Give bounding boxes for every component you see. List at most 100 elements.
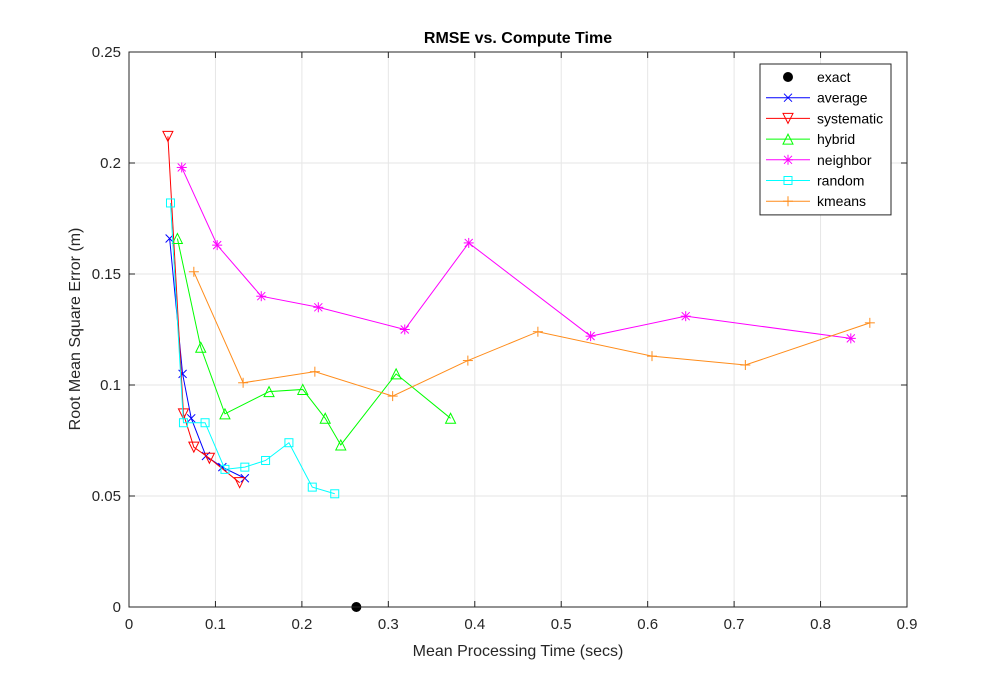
data-point-neighbor bbox=[845, 333, 856, 344]
x-tick-label: 0.1 bbox=[205, 616, 226, 633]
data-point-random bbox=[200, 418, 210, 428]
data-point-average bbox=[186, 413, 196, 423]
data-point-systematic bbox=[203, 452, 216, 465]
chart-title: RMSE vs. Compute Time bbox=[424, 30, 612, 47]
y-tick-label: 0 bbox=[113, 599, 121, 616]
data-point-hybrid bbox=[334, 438, 347, 451]
data-point-hybrid bbox=[296, 383, 309, 395]
x-tick-label: 0.7 bbox=[724, 616, 745, 633]
x-tick-label: 0.4 bbox=[464, 616, 485, 633]
data-point-neighbor bbox=[399, 324, 410, 335]
plot-frame bbox=[128, 51, 908, 608]
data-point-kmeans bbox=[864, 317, 875, 328]
legend-item-random: random bbox=[766, 173, 864, 189]
data-point-hybrid bbox=[219, 407, 231, 420]
data-point-neighbor bbox=[313, 302, 324, 313]
data-point-neighbor-stroke bbox=[846, 334, 856, 343]
series-random bbox=[165, 198, 340, 499]
series-systematic bbox=[162, 130, 246, 489]
data-point-neighbor bbox=[176, 162, 187, 173]
data-point-systematic bbox=[233, 477, 246, 489]
legend-label: neighbor bbox=[817, 152, 872, 168]
legend-item-neighbor: neighbor bbox=[766, 152, 872, 168]
data-point-neighbor bbox=[212, 240, 223, 251]
data-point-hybrid bbox=[444, 412, 457, 424]
data-point-hybrid bbox=[390, 367, 402, 380]
data-point-random bbox=[165, 198, 175, 208]
data-point-neighbor-stroke bbox=[212, 240, 222, 250]
data-point-neighbor-stroke bbox=[400, 325, 410, 334]
data-point-random bbox=[284, 438, 294, 448]
data-point-random bbox=[240, 462, 250, 472]
data-point-kmeans bbox=[238, 377, 249, 388]
legend-marker bbox=[783, 72, 793, 82]
x-tick-label: 0.8 bbox=[810, 616, 831, 633]
legend-marker bbox=[783, 176, 793, 185]
data-point-neighbor bbox=[585, 331, 596, 342]
legend-label: systematic bbox=[817, 110, 883, 126]
data-point-neighbor bbox=[463, 237, 474, 248]
legend-item-kmeans: kmeans bbox=[766, 193, 866, 209]
data-point-kmeans bbox=[462, 355, 473, 366]
series-neighbor bbox=[176, 162, 856, 344]
x-tick-label: 0.6 bbox=[637, 616, 658, 633]
legend-marker bbox=[782, 132, 794, 145]
legend-item-exact: exact bbox=[783, 69, 851, 85]
series-line-systematic bbox=[167, 136, 240, 484]
data-point-neighbor-stroke bbox=[177, 163, 187, 172]
legend-item-systematic: systematic bbox=[766, 110, 883, 126]
data-point-average-stroke bbox=[218, 462, 227, 472]
x-tick-label: 0.3 bbox=[378, 616, 399, 633]
data-point-random bbox=[330, 489, 340, 499]
y-tick-label: 0.05 bbox=[92, 488, 121, 505]
series-kmeans bbox=[188, 266, 875, 402]
legend-label: random bbox=[817, 173, 864, 189]
data-point-kmeans bbox=[387, 391, 398, 402]
data-point-systematic bbox=[188, 441, 200, 454]
legend-marker bbox=[783, 196, 793, 207]
y-axis-label: Root Mean Square Error (m) bbox=[67, 228, 84, 431]
data-point-average-stroke bbox=[178, 369, 187, 379]
data-point-kmeans bbox=[740, 360, 751, 371]
data-point-random bbox=[220, 464, 230, 474]
legend-label: exact bbox=[817, 69, 851, 85]
data-point-neighbor bbox=[256, 291, 267, 302]
data-point-random bbox=[261, 455, 271, 465]
legend-item-hybrid: hybrid bbox=[766, 131, 855, 147]
legend-marker bbox=[782, 112, 794, 125]
series-line-hybrid bbox=[176, 238, 451, 446]
data-point-systematic bbox=[177, 408, 190, 420]
y-tick-label: 0.2 bbox=[100, 155, 121, 172]
data-point-kmeans bbox=[646, 351, 657, 362]
data-point-neighbor-stroke bbox=[586, 331, 595, 341]
x-tick-label: 0 bbox=[125, 616, 133, 633]
x-tick-label: 0.9 bbox=[897, 616, 918, 633]
axis-ticks: 0 0.1 0.2 0.3 0.4 0.5 0.6 0.7 0.8 0.9 0 0.05 0.1 0.15… bbox=[92, 44, 918, 633]
data-point-random bbox=[307, 482, 317, 492]
data-point-neighbor-stroke bbox=[256, 291, 266, 301]
legend-label: kmeans bbox=[817, 193, 866, 209]
data-point-kmeans bbox=[188, 266, 199, 277]
data-point-hybrid bbox=[194, 341, 207, 353]
legend-marker bbox=[783, 154, 793, 165]
data-point-neighbor-stroke bbox=[681, 311, 691, 321]
data-point-kmeans bbox=[309, 366, 320, 377]
y-tick-label: 0.1 bbox=[100, 377, 121, 394]
data-point-neighbor-stroke bbox=[313, 302, 323, 312]
y-tick-label: 0.15 bbox=[92, 266, 121, 283]
legend-marker bbox=[783, 93, 793, 103]
legend-marker-stroke bbox=[783, 93, 793, 103]
data-point-hybrid bbox=[263, 385, 275, 398]
data-point-hybrid bbox=[171, 232, 184, 244]
x-axis-label: Mean Processing Time (secs) bbox=[413, 643, 624, 660]
x-tick-label: 0.5 bbox=[551, 616, 572, 633]
legend[interactable]: exact average systematic hybrid neighbor rand… bbox=[759, 63, 892, 216]
legend-label: hybrid bbox=[817, 131, 855, 147]
legend-label: average bbox=[817, 90, 868, 106]
y-tick-label: 0.25 bbox=[92, 44, 121, 61]
series-layer bbox=[162, 130, 875, 612]
data-point-kmeans bbox=[532, 326, 543, 337]
data-point-hybrid bbox=[319, 412, 332, 424]
data-point-average-stroke bbox=[186, 413, 196, 423]
